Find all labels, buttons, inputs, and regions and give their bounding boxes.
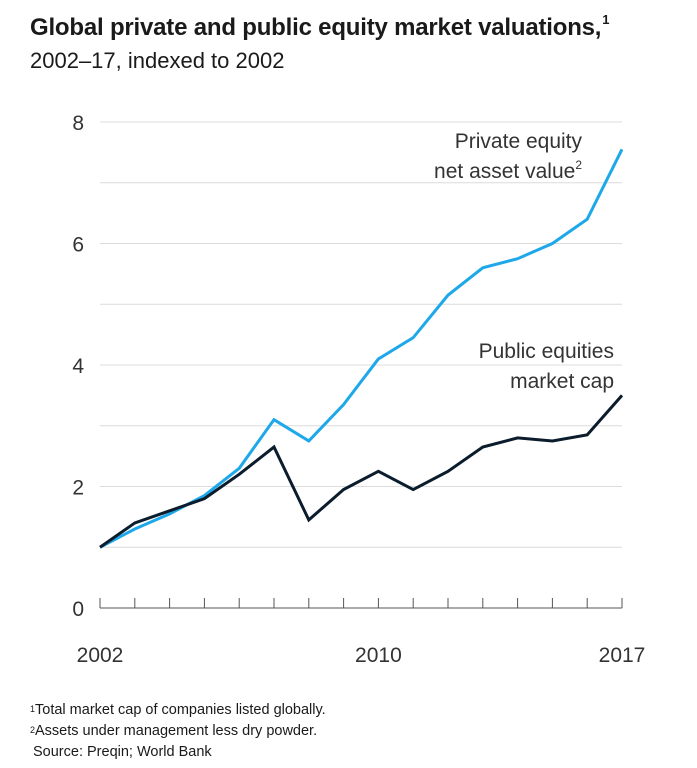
title-footnote-mark: 1 <box>602 12 610 27</box>
x-tick-label-2017: 2017 <box>599 644 646 667</box>
series-labels: Private equity net asset value2 Public equ… <box>434 130 614 393</box>
series-lines <box>99 148 624 549</box>
line-chart: 0 2 4 6 8 2002 2010 2017 Private equity net ass… <box>72 112 646 667</box>
footnote-1: 1Total market cap of companies listed gl… <box>30 702 326 718</box>
y-tick-label: 8 <box>72 112 84 135</box>
y-tick-label: 4 <box>72 355 84 378</box>
y-axis-tick-labels: 0 2 4 6 8 <box>72 112 84 621</box>
x-axis: 2002 2010 2017 <box>77 598 646 667</box>
x-tick-label-2002: 2002 <box>77 644 124 667</box>
footnote-2: 2Assets under management less dry powder… <box>30 723 318 739</box>
source-note: Source: Preqin; World Bank <box>33 744 212 760</box>
series-label-private: Private equity net asset value2 <box>434 130 582 183</box>
y-tick-label: 0 <box>72 598 84 621</box>
x-tick-label-2010: 2010 <box>355 644 402 667</box>
y-tick-label: 6 <box>72 234 84 257</box>
footnotes: 1Total market cap of companies listed gl… <box>30 700 326 763</box>
series-line-public <box>99 394 624 549</box>
chart-subtitle: 2002–17, indexed to 2002 <box>30 48 285 73</box>
series-label-public: Public equities market cap <box>479 340 614 393</box>
gridlines <box>100 121 622 548</box>
y-tick-label: 2 <box>72 477 84 500</box>
chart-title: Global private and public equity market … <box>30 12 610 41</box>
